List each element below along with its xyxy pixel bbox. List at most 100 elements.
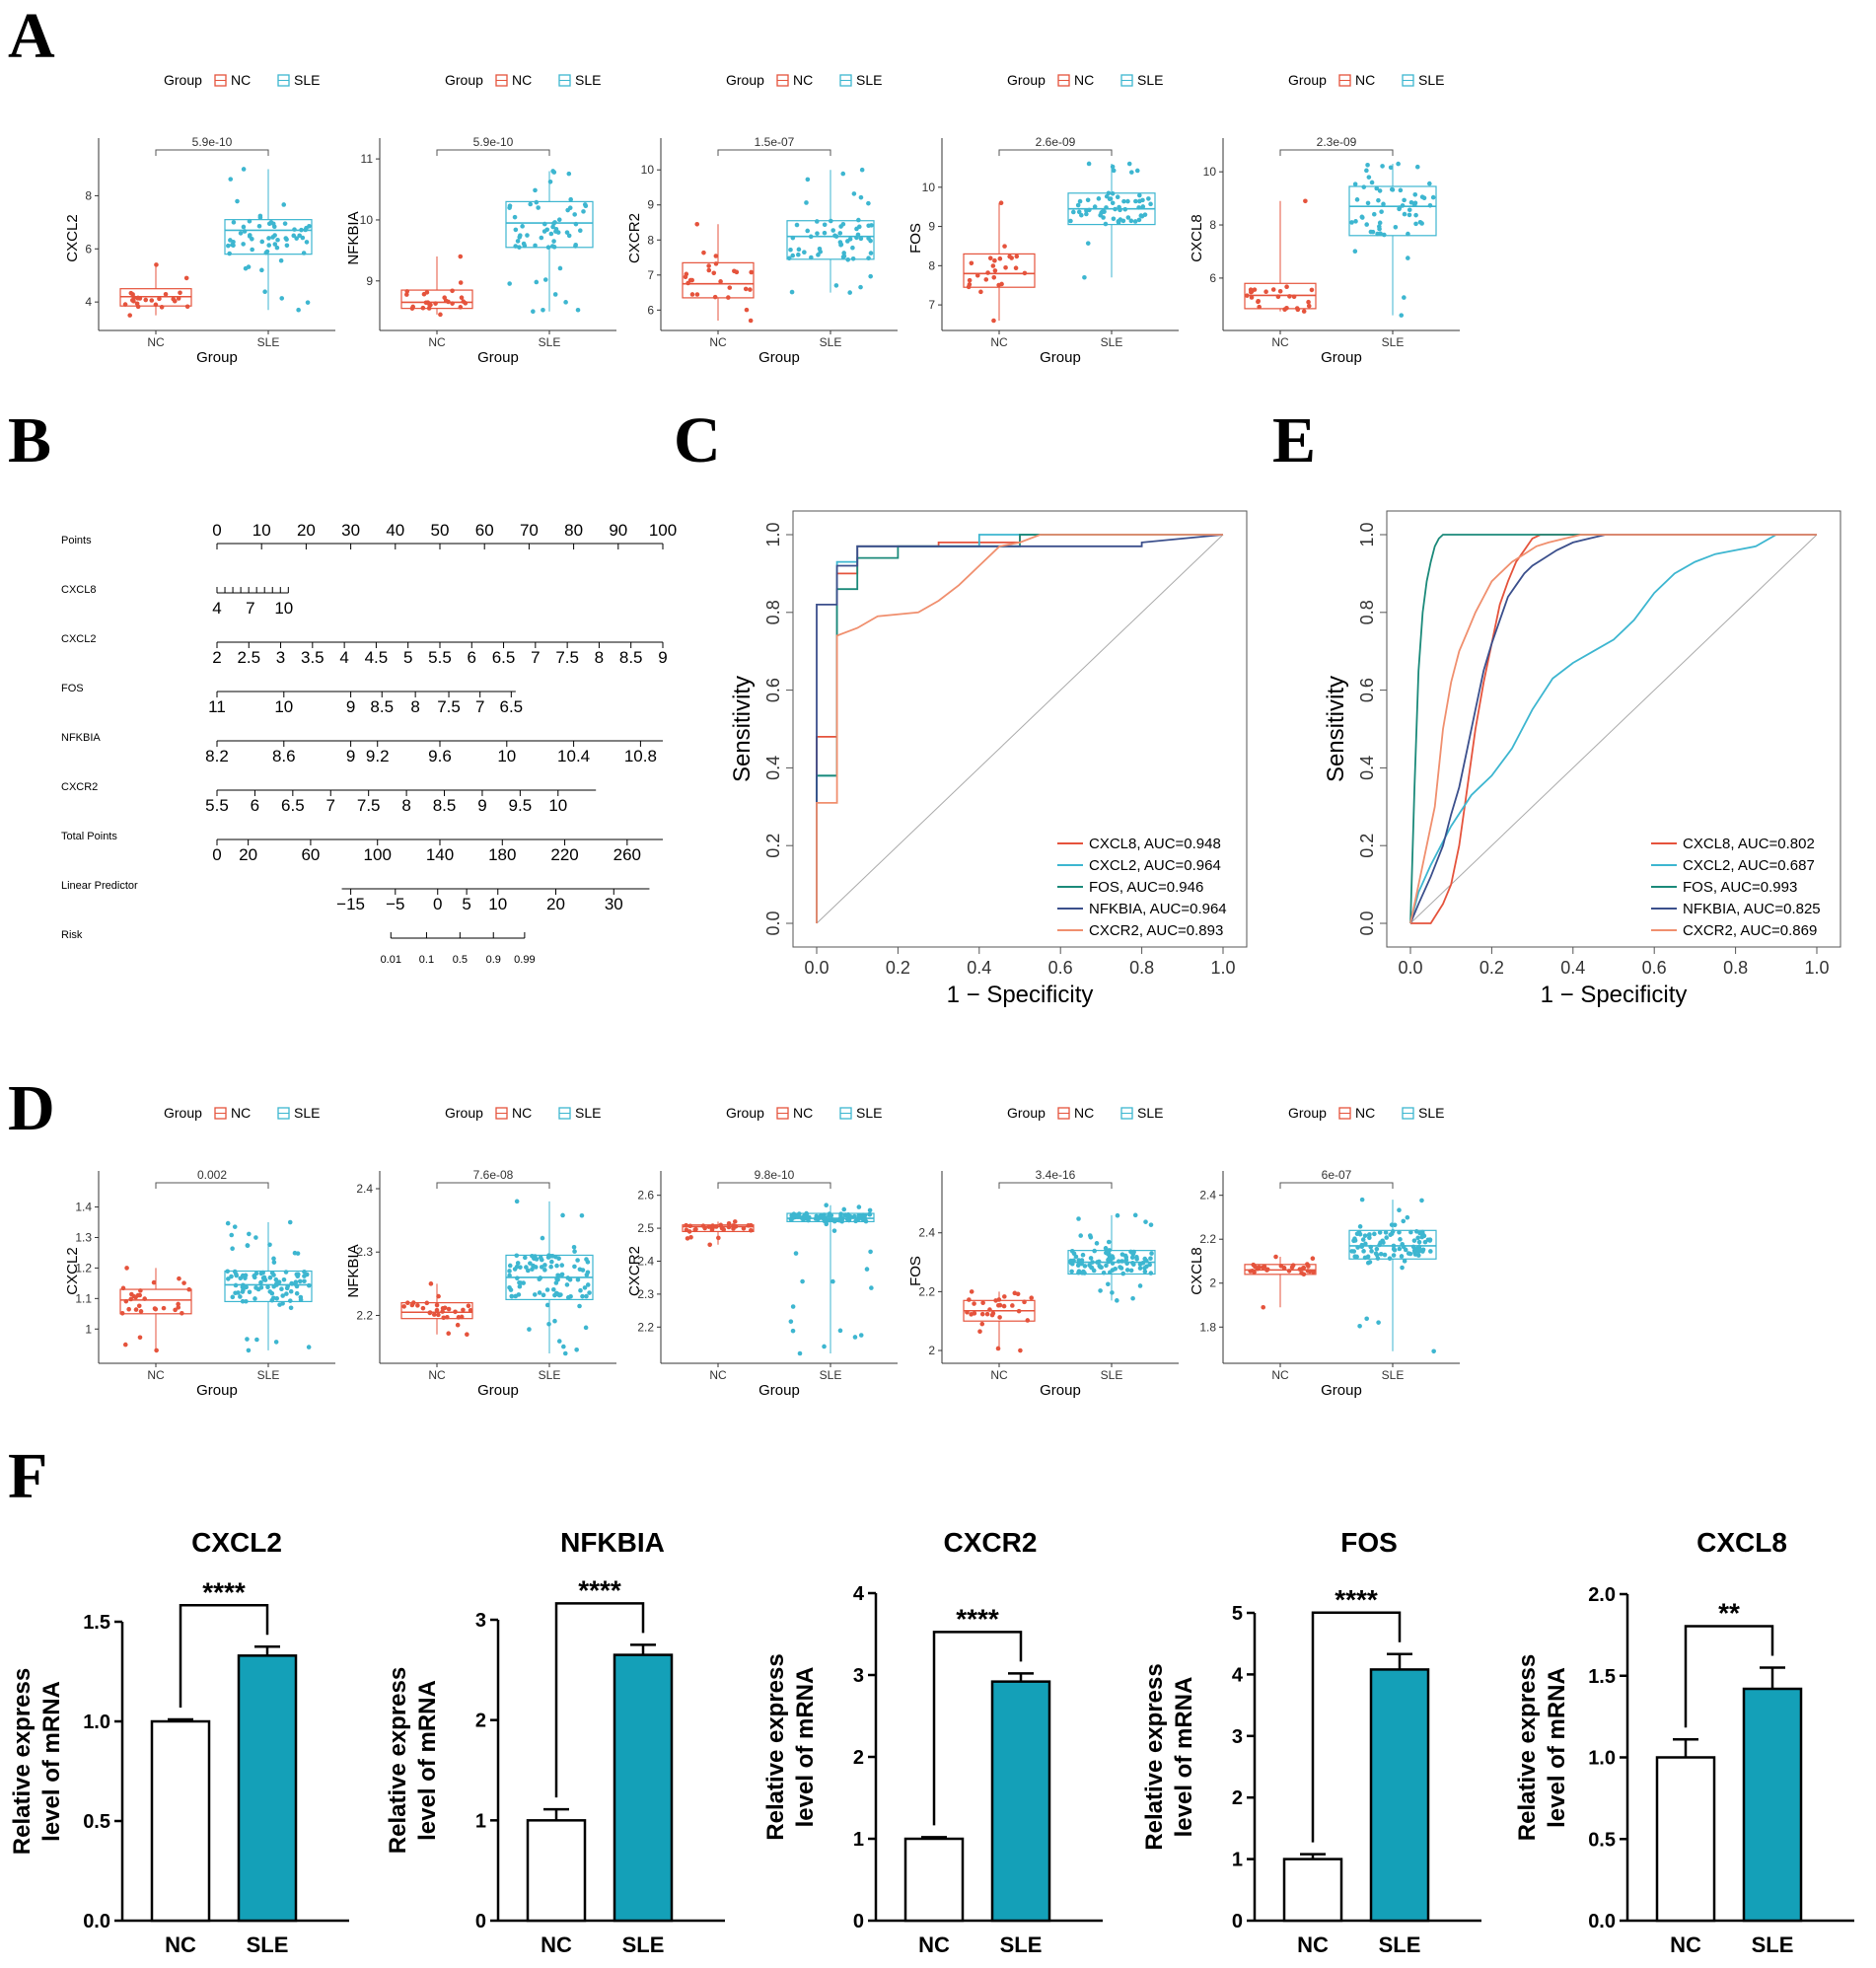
- data-point-sle: [283, 1270, 289, 1275]
- y-tick-label: 1: [475, 1810, 486, 1832]
- data-point-nc: [721, 1227, 727, 1232]
- data-point-nc: [1294, 306, 1300, 311]
- x-tick-label: NC: [147, 335, 165, 349]
- data-point-sle: [507, 281, 512, 286]
- nomogram-tick-label: 180: [488, 845, 516, 864]
- data-point-nc: [1025, 1318, 1031, 1323]
- data-point-nc: [173, 1307, 178, 1313]
- data-point-sle: [1108, 196, 1114, 201]
- data-point-sle: [1088, 1256, 1094, 1261]
- data-point-sle: [551, 1286, 556, 1292]
- data-point-sle: [1124, 1261, 1129, 1267]
- data-point-nc: [1016, 1308, 1022, 1314]
- data-point-nc: [424, 290, 430, 295]
- data-point-sle: [1087, 207, 1092, 213]
- data-point-sle: [1122, 206, 1128, 212]
- data-point-sle: [1377, 1242, 1382, 1248]
- nomogram-tick-label: 20: [239, 845, 257, 864]
- data-point-sle: [1082, 274, 1087, 280]
- nomogram-tick-label: 9: [346, 697, 355, 716]
- roc-curve-fos: [1409, 534, 1817, 924]
- data-point-sle: [241, 224, 247, 230]
- x-tick-label: SLE: [1379, 1932, 1421, 1957]
- data-point-sle: [230, 1294, 236, 1300]
- data-point-sle: [513, 1293, 519, 1299]
- legend-entry: CXCR2, AUC=0.893: [1089, 922, 1223, 939]
- data-point-sle: [247, 1289, 253, 1295]
- data-point-sle: [579, 1212, 585, 1218]
- nomogram-tick-label: 9: [346, 747, 355, 765]
- data-point-sle: [788, 247, 793, 253]
- data-point-nc: [701, 250, 706, 255]
- data-point-nc: [709, 1227, 715, 1232]
- data-point-nc: [1010, 1303, 1015, 1308]
- data-point-sle: [845, 256, 851, 262]
- data-point-sle: [796, 247, 802, 253]
- data-point-sle: [533, 243, 538, 249]
- x-tick-label: 0.8: [1129, 958, 1154, 978]
- data-point-nc: [744, 307, 750, 313]
- nomogram-tick-label: 0.5: [453, 954, 468, 966]
- x-tick-label: 0.2: [886, 958, 910, 978]
- data-point-nc: [1015, 1291, 1021, 1297]
- nomogram-tick-label: 8: [410, 697, 419, 716]
- data-point-sle: [253, 1296, 257, 1301]
- data-point-nc: [979, 1311, 985, 1317]
- data-point-sle: [541, 221, 547, 227]
- data-point-nc: [123, 1298, 129, 1304]
- data-point-sle: [1137, 198, 1142, 204]
- data-point-nc: [171, 296, 177, 302]
- data-point-sle: [263, 250, 269, 255]
- bar-sle: [237, 1654, 298, 1923]
- x-tick-label: SLE: [1101, 1368, 1123, 1382]
- data-point-nc: [420, 1305, 426, 1311]
- data-point-nc: [1303, 198, 1308, 204]
- legend-title: Group: [164, 72, 202, 88]
- data-point-sle: [243, 1276, 248, 1280]
- box-sle: [1348, 185, 1437, 237]
- significance-bracket: [717, 1182, 831, 1189]
- data-point-sle: [556, 1339, 562, 1344]
- data-point-sle: [1427, 181, 1432, 186]
- bar-nc: [1655, 1756, 1716, 1923]
- data-point-sle: [1349, 220, 1354, 225]
- p-value-label: 7.6e-08: [473, 1168, 514, 1182]
- data-point-sle: [580, 1268, 586, 1273]
- y-axis-label-line2: level of mRNA: [1544, 1667, 1570, 1828]
- data-point-sle: [534, 1257, 540, 1262]
- data-point-sle: [868, 251, 874, 255]
- x-axis-label: Group: [1040, 1382, 1081, 1399]
- data-point-sle: [513, 244, 519, 249]
- y-tick-label: 6: [647, 303, 654, 317]
- data-point-nc: [1263, 289, 1268, 295]
- data-point-sle: [1381, 1240, 1386, 1245]
- data-point-sle: [551, 170, 557, 175]
- data-point-nc: [748, 318, 754, 324]
- data-point-sle: [1110, 200, 1116, 206]
- data-point-nc: [154, 1348, 159, 1353]
- y-axis-label: NFKBIA: [345, 211, 362, 264]
- x-tick-label: NC: [709, 1368, 727, 1382]
- data-point-nc: [732, 1219, 738, 1224]
- legend-title: Group: [445, 72, 483, 88]
- data-point-sle: [825, 1218, 830, 1223]
- data-point-sle: [1412, 191, 1418, 197]
- legend-title: Group: [726, 1105, 764, 1121]
- data-point-sle: [1082, 1264, 1088, 1269]
- data-point-nc: [748, 287, 753, 292]
- data-point-sle: [539, 235, 544, 241]
- y-tick-label: 3: [475, 1610, 486, 1632]
- y-axis-label-line1: Relative express: [1514, 1654, 1541, 1841]
- x-tick-label: NC: [541, 1932, 572, 1957]
- data-point-nc: [133, 1307, 139, 1312]
- data-point-sle: [1360, 215, 1365, 220]
- data-point-sle: [1377, 224, 1382, 229]
- x-tick-label: 0.4: [967, 958, 991, 978]
- nomogram-row-label: Points: [61, 535, 92, 547]
- y-tick-label: 2.2: [637, 1320, 654, 1334]
- nomogram-tick-label: 0: [212, 521, 221, 540]
- nomogram-tick-label: 60: [475, 521, 494, 540]
- legend-entry: FOS, AUC=0.946: [1089, 879, 1203, 896]
- data-point-sle: [296, 307, 301, 313]
- data-point-sle: [587, 1290, 592, 1295]
